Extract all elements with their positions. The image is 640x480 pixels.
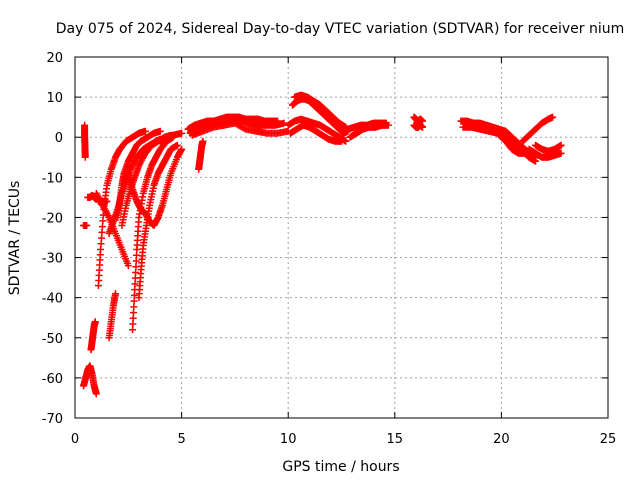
y-tick-label: -20: [42, 211, 63, 226]
y-tick-label: -30: [42, 252, 63, 267]
data-point: [103, 197, 111, 205]
data-point: [557, 149, 565, 157]
data-point: [83, 221, 91, 229]
data-point: [92, 390, 100, 398]
x-axis-label: GPS time / hours: [282, 459, 399, 475]
data-point: [199, 137, 207, 145]
series-s33: [525, 145, 565, 161]
x-tick-label: 5: [177, 432, 185, 447]
series-s22: [291, 91, 350, 131]
y-tick-label: 0: [55, 131, 63, 146]
series-s09: [105, 290, 120, 342]
data-point: [81, 153, 89, 161]
x-tick-label: 20: [493, 432, 510, 447]
x-tick-label: 0: [71, 432, 79, 447]
data-point: [338, 137, 345, 145]
plot-area: [80, 91, 565, 398]
series-s20: [195, 137, 207, 173]
plot-frame: [74, 56, 609, 419]
y-tick-label: -60: [42, 372, 63, 387]
data-point: [521, 149, 529, 157]
y-tick-label: -70: [42, 412, 63, 427]
data-point: [280, 119, 288, 127]
data-point: [549, 113, 557, 121]
series-s15: [124, 145, 186, 229]
y-axis-label: SDTVAR / TECUs: [7, 181, 23, 296]
series-s31: [495, 131, 529, 157]
series-s04: [84, 191, 100, 203]
data-point: [419, 123, 427, 131]
y-tick-label: 20: [46, 51, 63, 66]
series-s03: [80, 362, 100, 398]
series-s16: [156, 129, 186, 145]
data-point: [178, 145, 186, 153]
grid: [75, 57, 608, 418]
data-point: [557, 141, 565, 149]
series-s19: [188, 119, 292, 139]
series-s14: [135, 141, 181, 302]
data-point: [112, 290, 120, 298]
chart-title: Day 075 of 2024, Sidereal Day-to-day VTE…: [56, 21, 625, 37]
series-s02: [80, 221, 91, 229]
series-s26: [346, 121, 392, 141]
series-s05: [87, 318, 99, 354]
data-point: [141, 127, 149, 135]
series-s24: [286, 121, 345, 145]
series-s28: [410, 121, 427, 131]
data-point: [91, 318, 99, 326]
y-tick-label: -10: [42, 171, 63, 186]
y-tick-label: -50: [42, 332, 63, 347]
data-point: [532, 157, 540, 165]
y-tick-label: -40: [42, 292, 63, 307]
data-point: [156, 127, 164, 135]
x-tick-label: 10: [280, 432, 297, 447]
x-tick-label: 15: [387, 432, 404, 447]
axis-ticks: 0 5 10 15 20 25 -70 -60 -50 -40 -30 -20 -10 0 10 20: [42, 51, 617, 447]
data-point: [173, 141, 181, 149]
data-point: [124, 262, 132, 270]
series-s01: [81, 121, 89, 161]
data-point: [178, 129, 186, 137]
y-tick-label: 10: [46, 91, 63, 106]
x-tick-label: 25: [600, 432, 617, 447]
series-s27: [410, 113, 427, 125]
data-point: [384, 121, 392, 129]
series-s34: [532, 141, 565, 155]
series-s32: [519, 113, 557, 145]
